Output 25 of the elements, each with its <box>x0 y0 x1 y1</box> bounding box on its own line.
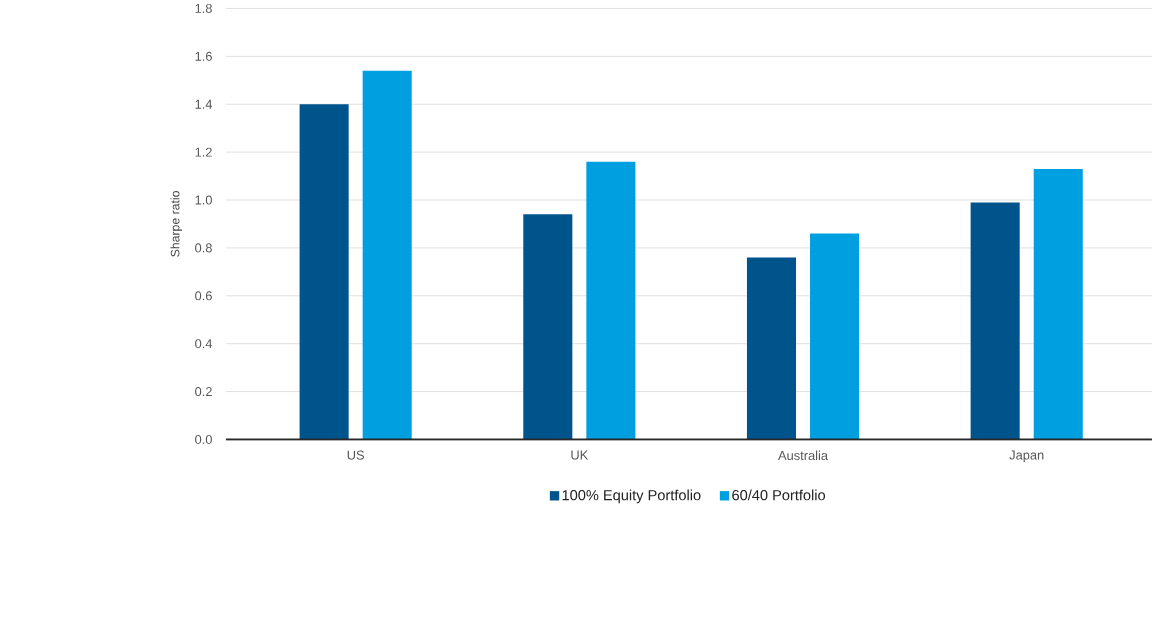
y-tick-label: 1.0 <box>195 195 212 205</box>
bar <box>1033 169 1083 440</box>
x-tick-label: UK <box>571 450 589 460</box>
x-tick-label: US <box>347 450 364 460</box>
y-tick-label: 1.6 <box>195 51 212 62</box>
bar <box>970 202 1020 440</box>
x-tick-label: Australia <box>778 450 829 461</box>
y-tick-label: 1.2 <box>195 147 212 157</box>
bar <box>523 214 573 440</box>
y-tick-label: 0.0 <box>195 435 212 445</box>
legend-label: 100% Equity Portfolio <box>562 489 701 504</box>
bar <box>746 257 797 440</box>
y-tick-label: 1.8 <box>195 4 212 14</box>
y-tick-label: 0.6 <box>195 291 212 301</box>
y-tick-label: 1.4 <box>195 99 213 109</box>
y-axis-title: Sharpe ratio <box>170 191 182 257</box>
bar <box>810 233 860 440</box>
y-tick-label: 0.2 <box>195 387 212 397</box>
legend-label: 60/40 Portfolio <box>732 489 826 501</box>
x-tick-label: Japan <box>1009 450 1044 463</box>
bar <box>362 70 412 440</box>
bar <box>586 161 636 440</box>
bar <box>299 104 349 440</box>
y-tick-label: 0.4 <box>195 339 213 349</box>
y-tick-label: 0.8 <box>195 243 212 253</box>
